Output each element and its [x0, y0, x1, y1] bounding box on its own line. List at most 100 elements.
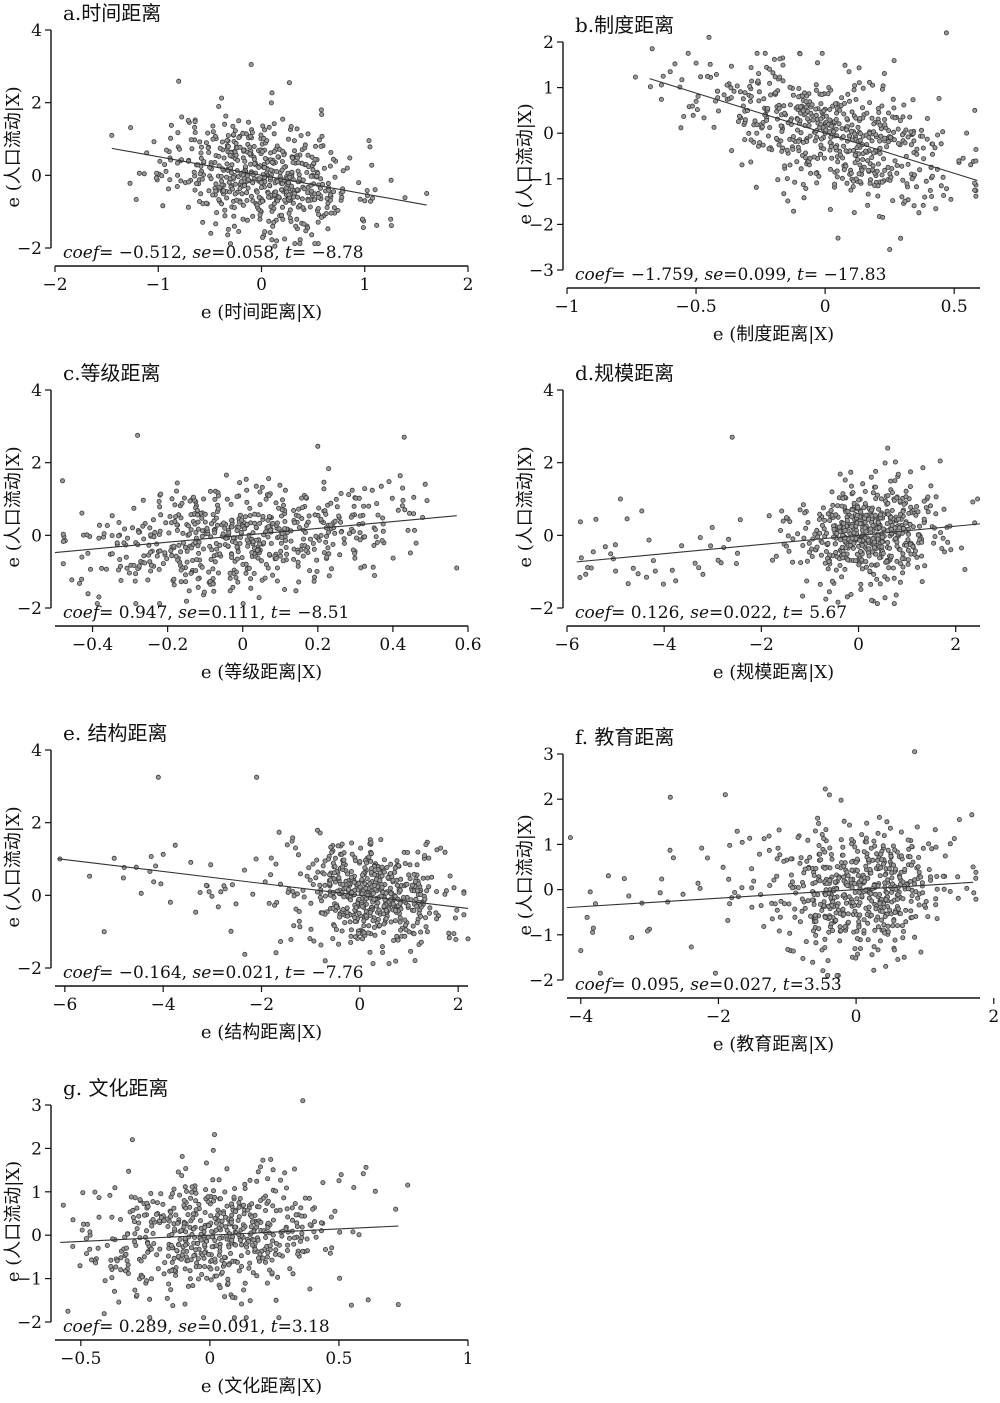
x-tick-label: 0: [237, 635, 248, 655]
scatter-point: [254, 189, 260, 195]
scatter-point: [584, 914, 590, 920]
scatter-point: [213, 1220, 219, 1226]
scatter-point: [109, 513, 115, 519]
scatter-point: [802, 155, 808, 161]
scatter-point: [204, 525, 210, 531]
scatter-point: [192, 124, 198, 130]
y-axis-label: e (人口流动|X): [3, 1161, 24, 1282]
scatter-point: [915, 509, 921, 515]
scatter-point: [195, 584, 201, 590]
scatter-point: [850, 900, 856, 906]
scatter-point: [865, 937, 871, 943]
scatter-point: [799, 93, 805, 99]
scatter-point: [881, 833, 887, 839]
scatter-point: [276, 1252, 282, 1258]
scatter-point: [787, 930, 793, 936]
scatter-point: [212, 559, 218, 565]
scatter-point: [841, 521, 847, 527]
scatter-point: [839, 95, 845, 101]
scatter-point: [278, 513, 284, 519]
scatter-point: [913, 512, 919, 518]
scatter-point: [60, 539, 66, 545]
scatter-point: [735, 119, 741, 125]
scatter-point: [414, 888, 420, 894]
scatter-point: [327, 872, 333, 878]
scatter-point: [173, 1272, 179, 1278]
scatter-point: [362, 865, 368, 871]
scatter-point: [807, 133, 813, 139]
scatter-point: [822, 892, 828, 898]
scatter-point: [777, 74, 783, 80]
scatter-point: [295, 559, 301, 565]
scatter-point: [870, 163, 876, 169]
scatter-point: [875, 830, 881, 836]
scatter-point: [772, 90, 778, 96]
scatter-point: [213, 221, 219, 227]
scatter-point: [840, 495, 846, 501]
scatter-point: [254, 774, 260, 780]
scatter-point: [951, 836, 957, 842]
scatter-point: [748, 137, 754, 143]
scatter-point: [218, 178, 224, 184]
scatter-point: [185, 1283, 191, 1289]
scatter-point: [202, 519, 208, 525]
scatter-point: [387, 885, 393, 891]
scatter-point: [182, 572, 188, 578]
scatter-point: [709, 525, 715, 531]
scatter-point: [912, 172, 918, 178]
scatter-point: [226, 1244, 232, 1250]
y-tick-label: −3: [529, 261, 554, 281]
scatter-point: [863, 564, 869, 570]
scatter-point: [167, 514, 173, 520]
scatter-point: [827, 518, 833, 524]
scatter-point: [875, 536, 881, 542]
scatter-point: [136, 529, 142, 535]
scatter-point: [624, 516, 630, 522]
scatter-point: [210, 136, 216, 142]
scatter-point: [331, 894, 337, 900]
scatter-point: [774, 873, 780, 879]
scatter-point: [216, 1252, 222, 1258]
scatter-point: [188, 545, 194, 551]
scatter-point: [873, 132, 879, 138]
scatter-point: [853, 97, 859, 103]
scatter-point: [851, 530, 857, 536]
scatter-point: [207, 488, 213, 494]
scatter-point: [341, 894, 347, 900]
scatter-point: [377, 923, 383, 929]
scatter-point: [339, 864, 345, 870]
scatter-point: [233, 1242, 239, 1248]
scatter-point: [179, 114, 185, 120]
x-tick-label: 2: [950, 635, 961, 655]
scatter-point: [221, 155, 227, 161]
scatter-point: [867, 100, 873, 106]
scatter-point: [254, 202, 260, 208]
scatter-point: [804, 558, 810, 564]
scatter-point: [165, 1224, 171, 1230]
scatter-point: [132, 1195, 138, 1201]
scatter-point: [707, 61, 713, 67]
scatter-point: [593, 901, 599, 907]
scatter-point: [877, 892, 883, 898]
scatter-point: [157, 601, 163, 607]
scatter-point: [347, 919, 353, 925]
scatter-point: [212, 1238, 218, 1244]
scatter-point: [241, 182, 247, 188]
scatter-point: [801, 535, 807, 541]
scatter-point: [99, 565, 105, 571]
scatter-point: [212, 1256, 218, 1262]
scatter-point: [298, 1205, 304, 1211]
scatter-point: [776, 106, 782, 112]
x-tick-label: 0.5: [941, 297, 968, 317]
scatter-point: [212, 496, 218, 502]
scatter-point: [233, 140, 239, 146]
scatter-point: [341, 536, 347, 542]
scatter-point: [820, 505, 826, 511]
scatter-point: [383, 890, 389, 896]
scatter-point: [280, 216, 286, 222]
scatter-point: [862, 515, 868, 521]
scatter-point: [796, 86, 802, 92]
scatter-point: [225, 226, 231, 232]
scatter-point: [379, 538, 385, 544]
